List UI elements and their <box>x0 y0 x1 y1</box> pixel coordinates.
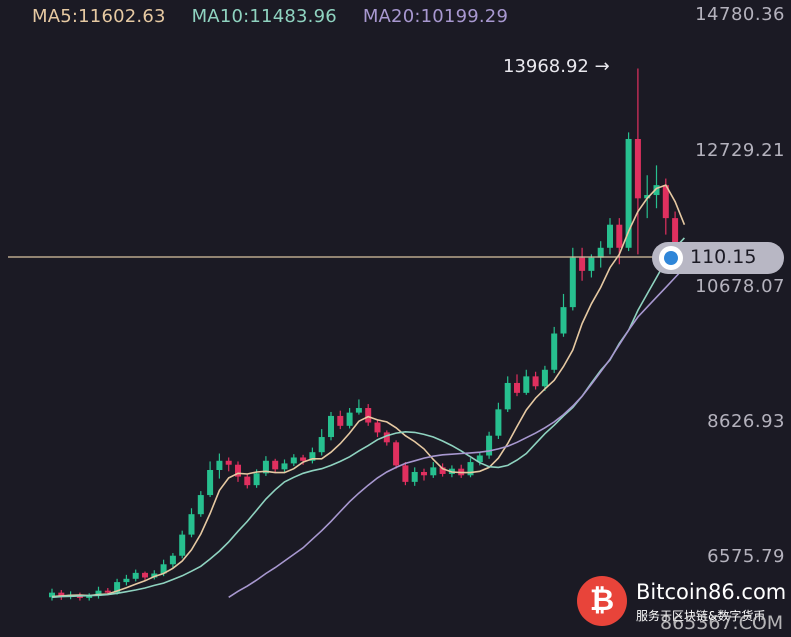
y-tick-label: 6575.79 <box>707 546 785 567</box>
current-price-label: 110.15 <box>690 246 757 268</box>
candle-body <box>235 464 241 477</box>
candle-body <box>607 224 613 248</box>
candle-body <box>355 408 362 413</box>
candle-body <box>672 218 679 258</box>
watermark-subtitle: 服务于区块链&数字货币 <box>636 609 766 623</box>
legend-ma20: MA20:10199.29 <box>362 6 509 27</box>
candle-body <box>49 592 55 598</box>
candle-body <box>142 572 148 578</box>
y-tick-label: 10678.07 <box>695 276 785 297</box>
ma-legend: MA5:11602.63 MA10:11483.96 MA20:10199.29 <box>32 6 528 27</box>
candle-body <box>421 471 427 476</box>
candle-body <box>281 463 288 470</box>
bitcoin-logo-icon: ₿ <box>577 576 627 626</box>
candle-body <box>207 470 214 496</box>
candles-layer <box>49 68 679 601</box>
candle-body <box>262 460 269 474</box>
candle-body <box>476 455 483 463</box>
watermark-title: Bitcoin86.com <box>636 580 787 604</box>
candle-body <box>58 592 65 597</box>
peak-price-label: 13968.92 → <box>503 56 610 77</box>
candle-body <box>579 257 586 271</box>
candle-body <box>569 257 576 308</box>
candle-body <box>430 467 437 476</box>
candle-body <box>616 224 623 248</box>
watermark-url: 865367.COM <box>660 612 784 634</box>
y-tick-label: 8626.93 <box>707 411 785 432</box>
candle-body <box>86 595 93 598</box>
candle-body <box>486 435 493 456</box>
candle-body <box>300 457 307 461</box>
candle-body <box>132 572 139 579</box>
candle-body <box>95 590 102 596</box>
candle-body <box>123 578 130 583</box>
candle-body <box>179 534 186 556</box>
legend-ma5: MA5:11602.63 <box>32 6 166 27</box>
ma-line-ma20 <box>228 267 685 598</box>
candle-body <box>104 590 111 593</box>
candle-body <box>634 138 641 199</box>
candle-body <box>523 376 530 393</box>
candle-body <box>337 415 344 426</box>
candle-body <box>439 467 446 474</box>
candle-body <box>114 582 121 593</box>
ma-line-ma5 <box>51 184 686 598</box>
candle-body <box>309 452 316 461</box>
candle-body <box>393 442 400 466</box>
moving-average-layer <box>51 184 686 599</box>
candle-body <box>467 462 474 476</box>
candle-body <box>625 138 632 248</box>
candle-body <box>328 415 334 438</box>
candle-body <box>197 495 204 515</box>
target-icon[interactable] <box>659 246 683 270</box>
candle-body <box>318 437 325 453</box>
current-price-badge[interactable]: 110.15 <box>652 242 784 274</box>
y-tick-label: 12729.21 <box>695 140 785 161</box>
candle-body <box>374 422 381 433</box>
candle-body <box>504 382 511 410</box>
candle-body <box>272 460 279 470</box>
candle-body <box>225 460 232 465</box>
candle-body <box>402 465 409 482</box>
legend-ma10: MA10:11483.96 <box>191 6 337 27</box>
candle-body <box>532 376 539 387</box>
candle-body <box>551 333 558 370</box>
candle-body <box>411 471 418 482</box>
candle-body <box>588 257 595 271</box>
candle-body <box>160 564 167 574</box>
candle-body <box>560 307 567 334</box>
candle-body <box>290 457 297 464</box>
candle-body <box>495 409 502 436</box>
y-tick-label: 14780.36 <box>695 4 785 25</box>
candle-body <box>365 408 372 423</box>
candle-body <box>597 247 604 258</box>
candle-body <box>244 476 251 486</box>
candle-body <box>662 185 669 219</box>
candle-body <box>653 185 660 196</box>
candle-body <box>216 460 223 471</box>
candle-body <box>346 412 353 426</box>
candle-body <box>383 432 390 443</box>
candle-body <box>188 514 195 535</box>
candle-body <box>644 195 651 199</box>
candle-body <box>514 382 520 393</box>
candle-body <box>151 573 158 578</box>
candle-body <box>253 473 260 486</box>
candle-body <box>169 555 176 565</box>
candle-body <box>541 369 548 387</box>
